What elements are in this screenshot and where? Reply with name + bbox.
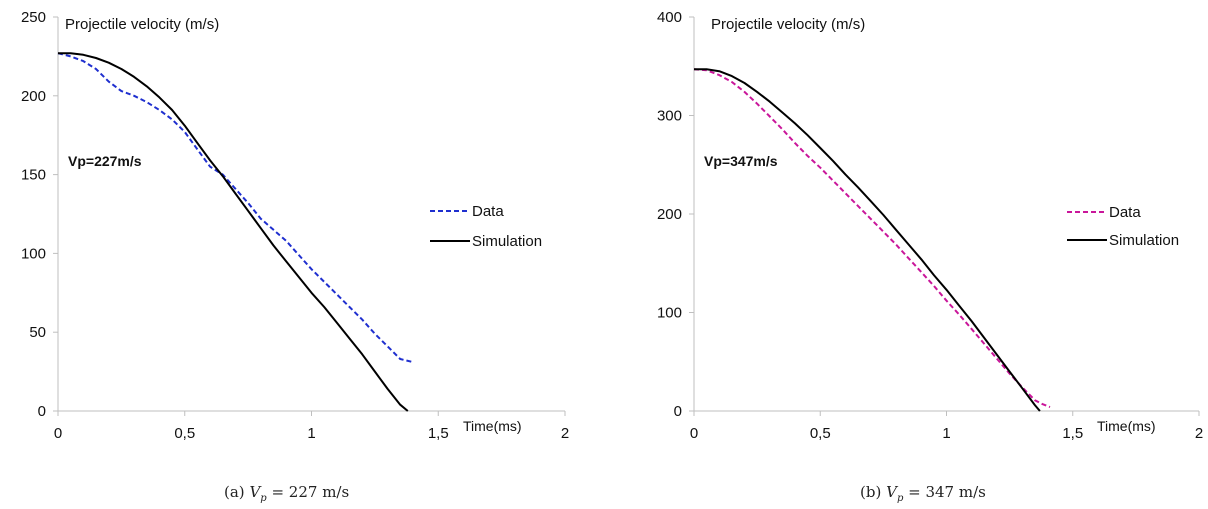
chart-a-y-tick-label: 100: [21, 245, 46, 262]
chart-a-x-tick-label: 1,5: [428, 425, 449, 442]
chart-a-y-tick-label: 50: [29, 324, 46, 341]
chart-a-legend-simulation-label: Simulation: [472, 233, 542, 250]
chart-a-y-tick-label: 0: [38, 403, 46, 420]
chart-b-y-tick-label: 0: [674, 403, 682, 420]
chart-a-y-tick-label: 250: [21, 9, 46, 26]
chart-b-legend-data-label: Data: [1109, 204, 1141, 221]
chart-a-x-axis-title: Time(ms): [463, 418, 522, 434]
chart-a-x-tick-label: 1: [307, 425, 315, 442]
chart-b-x-axis-title: Time(ms): [1097, 418, 1156, 434]
caption-b-value: = 347 m/s: [908, 483, 986, 501]
chart-a-y-tick-label: 200: [21, 88, 46, 105]
chart-a-x-tick-label: 0: [54, 425, 62, 442]
chart-b-svg: 0 100 200 300 400 0 0,5 1 1,5 2 Projectile velocit…: [657, 9, 1203, 442]
caption-a-subscript: p: [260, 493, 267, 504]
caption-a-variable: V: [249, 483, 261, 501]
caption-a-value: = 227 m/s: [271, 483, 350, 501]
chart-b-series-simulation-line: [694, 68, 1041, 412]
caption-b-subscript: p: [896, 493, 904, 504]
chart-b-series-data-line: [693, 68, 1051, 409]
chart-a-legend-data-label: Data: [472, 203, 504, 220]
chart-b-y-tick-label: 100: [657, 305, 682, 322]
chart-a-x-tick-label: 0,5: [174, 425, 195, 442]
chart-b-x-tick-label: 1,5: [1062, 425, 1083, 442]
chart-b-y-tick-label: 300: [657, 108, 682, 125]
chart-b-legend-simulation-label: Simulation: [1109, 232, 1179, 249]
chart-b-x-tick-label: 0: [690, 425, 698, 442]
chart-a-svg: 0 50 100 150 200 250 0 0,5 1 1,5 2 Projectile veloc…: [21, 9, 569, 442]
chart-panel-a: 0 50 100 150 200 250 0 0,5 1 1,5 2 Projectile veloc…: [21, 9, 569, 504]
chart-b-annotation: Vp=347m/s: [704, 153, 778, 169]
chart-a-x-tick-label: 2: [561, 425, 569, 442]
chart-b-y-tick-label: 200: [657, 206, 682, 223]
chart-a-annotation: Vp=227m/s: [68, 153, 142, 169]
chart-b-x-tick-label: 0,5: [810, 425, 831, 442]
caption-a-prefix: (a): [224, 483, 245, 501]
chart-a-y-tick-label: 150: [21, 167, 46, 184]
caption-b: (b) Vp = 347 m/s: [860, 483, 986, 504]
chart-b-y-tick-label: 400: [657, 9, 682, 26]
chart-b-y-axis-title: Projectile velocity (m/s): [711, 16, 865, 33]
chart-a-series-data-line: [57, 52, 414, 364]
chart-a-series-simulation-line: [58, 52, 409, 412]
caption-a: (a) Vp = 227 m/s: [224, 483, 349, 504]
chart-b-x-tick-label: 1: [942, 425, 950, 442]
chart-a-y-axis-title: Projectile velocity (m/s): [65, 16, 219, 33]
caption-b-prefix: (b): [860, 483, 882, 501]
chart-b-x-tick-label: 2: [1195, 425, 1203, 442]
chart-panel-b: 0 100 200 300 400 0 0,5 1 1,5 2 Projectile velocit…: [604, 0, 1208, 509]
caption-b-variable: V: [886, 483, 897, 501]
